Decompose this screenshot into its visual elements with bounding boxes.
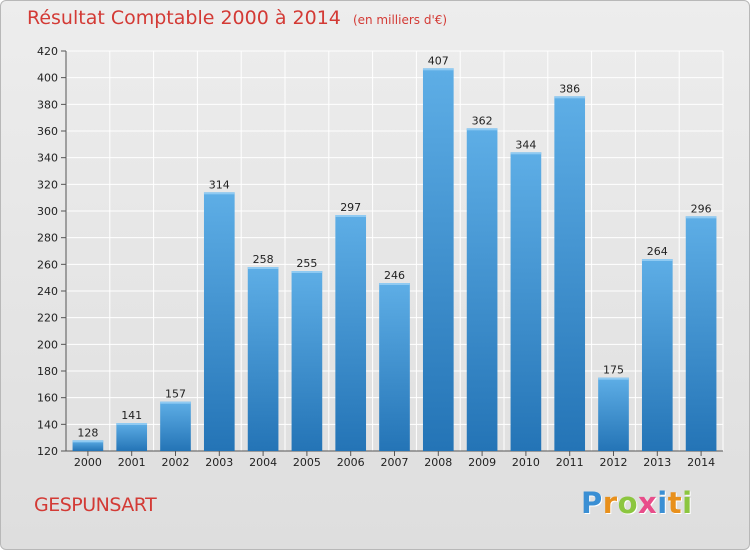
bar [641,259,673,451]
bars [72,68,717,452]
bar [598,377,629,451]
y-tick-label: 300 [37,205,58,218]
x-tick-label: 2013 [643,456,671,469]
logo-letter: o [617,486,639,520]
y-tick-label: 220 [37,312,58,325]
x-tick-label: 2000 [74,456,102,469]
y-tick-label: 380 [37,98,58,111]
y-tick-label: 280 [37,232,58,245]
data-label: 314 [209,178,230,191]
bar [335,215,367,451]
y-tick-label: 180 [37,365,58,378]
data-label: 246 [384,269,405,282]
data-label: 362 [472,114,493,127]
bar-top-highlight [554,96,586,99]
bar-top-highlight [422,68,454,71]
logo-letter: i [682,486,693,520]
bar [247,267,279,451]
bar [72,440,104,451]
x-tick-label: 2012 [600,456,628,469]
bar [203,192,235,452]
data-label: 386 [559,82,580,95]
x-tick-label: 2010 [512,456,540,469]
x-tick-label: 2014 [687,456,715,469]
bar [379,283,410,451]
bar-top-highlight [203,192,235,195]
bar [291,271,323,451]
y-tick-label: 260 [37,258,58,271]
logo-letter: t [667,486,683,520]
y-tick-label: 160 [37,392,58,405]
bar [510,152,542,452]
bar-top-highlight [116,423,148,425]
bar-top-highlight [466,128,498,131]
bar-top-highlight [72,440,104,443]
bar-top-highlight [510,152,542,155]
logo-letter: x [638,486,658,520]
bar [160,401,191,451]
axes: 120 140 160 180 200 220 240 260 280 300 320 340 360 3… [37,45,723,469]
x-tick-label: 2006 [337,456,365,469]
x-tick-label: 2011 [556,456,584,469]
data-label: 175 [603,364,624,377]
data-label: 296 [691,202,712,215]
chart-subtitle: (en milliers d'€) [352,13,448,27]
bar-top-highlight [160,401,191,404]
bar [422,68,454,451]
bar [466,128,498,451]
labels: 128 141 157 314 258 255 297 246 407 362 344 386 175 2… [77,54,711,439]
logo-letter: P [581,486,603,520]
x-tick-label: 2008 [424,456,452,469]
bar [116,423,148,451]
data-label: 264 [647,245,668,258]
y-tick-label: 340 [37,152,58,165]
bar-top-highlight [247,267,279,269]
x-tick-label: 2003 [205,456,233,469]
data-label: 258 [253,253,274,266]
x-tick-label: 2001 [118,456,146,469]
y-tick-label: 200 [37,338,58,351]
bar-top-highlight [685,216,717,219]
y-tick-label: 420 [37,45,58,58]
bar-top-highlight [335,215,367,217]
data-label: 297 [340,201,361,214]
bar [685,216,717,451]
logo-letter: r [602,486,618,520]
x-tick-label: 2007 [381,456,409,469]
bar-top-highlight [641,259,673,261]
data-label: 141 [121,409,142,422]
y-tick-label: 140 [37,418,58,431]
x-tick-label: 2002 [162,456,190,469]
data-label: 407 [428,54,449,67]
y-tick-label: 320 [37,178,58,191]
data-label: 344 [515,138,536,151]
x-tick-label: 2004 [249,456,277,469]
y-tick-label: 120 [37,445,58,458]
data-label: 128 [77,426,98,439]
chart-title: Résultat Comptable 2000 à 2014 [27,7,341,29]
chart-title-block: Résultat Comptable 2000 à 2014 (en milli… [27,7,447,29]
y-tick-label: 240 [37,285,58,298]
entity-name: GESPUNSART [34,494,157,516]
bar-top-highlight [291,271,323,273]
y-tick-label: 360 [37,125,58,138]
bar [554,96,586,451]
logo-letter: i [657,486,668,520]
y-tick-label: 400 [37,72,58,85]
data-label: 157 [165,388,186,401]
x-tick-label: 2009 [468,456,496,469]
bar-top-highlight [379,283,410,285]
x-tick-label: 2005 [293,456,321,469]
data-label: 255 [296,257,317,270]
bar-top-highlight [598,377,629,380]
proxiti-logo: Proxiti [581,486,693,520]
